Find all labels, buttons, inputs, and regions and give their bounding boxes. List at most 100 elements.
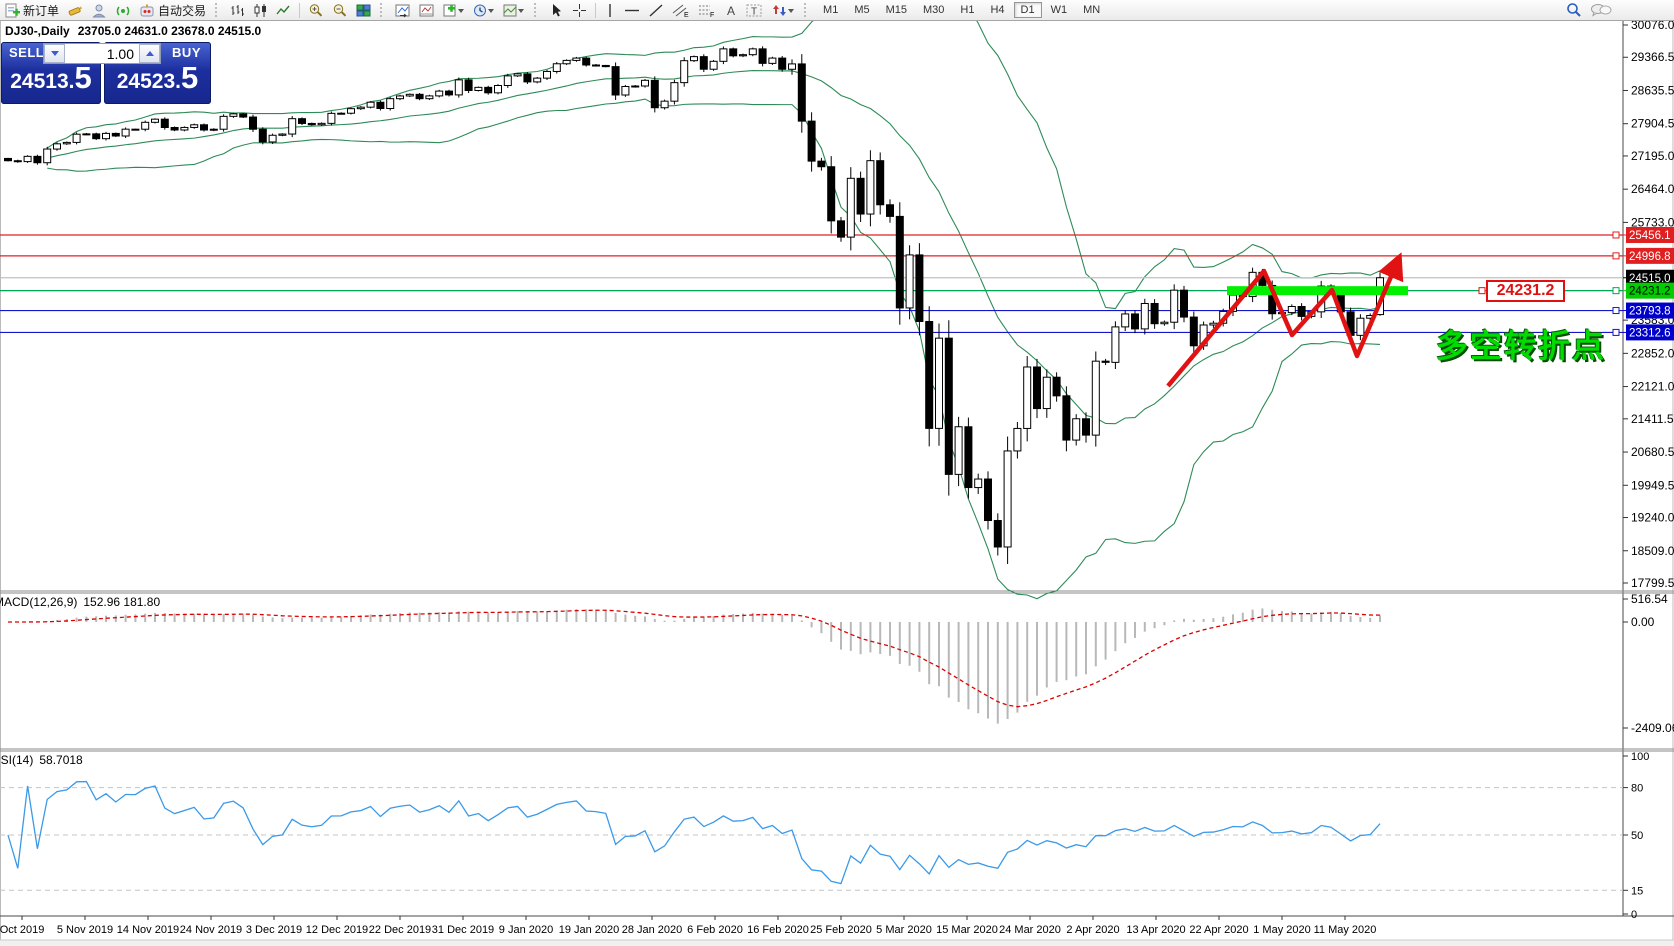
timeframe-d1-button[interactable]: D1 <box>1013 2 1042 18</box>
volume-input[interactable]: 1.00 <box>106 46 134 62</box>
toolbar-separator <box>299 2 301 18</box>
vertical-line-button[interactable] <box>600 0 620 21</box>
macd-axis[interactable]: 516.54 0.00 -2409.06 <box>1623 592 1674 735</box>
text-label-button[interactable]: T <box>742 0 767 21</box>
svg-text:3 Dec 2019: 3 Dec 2019 <box>246 924 302 936</box>
timeframe-h4-button[interactable]: H4 <box>990 4 1005 16</box>
indicator-window-icon <box>395 4 410 17</box>
signal-button[interactable] <box>111 0 135 21</box>
highlight-support-bar[interactable] <box>1227 286 1408 296</box>
timeframe-m15-button[interactable]: M15 <box>885 4 907 16</box>
bar-chart-button[interactable] <box>226 0 249 21</box>
level-label-box[interactable]: 24231.2 <box>1486 280 1565 302</box>
volume-decrease-button[interactable] <box>44 44 65 63</box>
new-order-button[interactable]: 新订单 <box>0 0 63 21</box>
vertical-line-icon <box>609 3 611 17</box>
svg-text:23793.8: 23793.8 <box>1629 306 1671 318</box>
tile-windows-button[interactable] <box>352 0 375 21</box>
zoom-out-button[interactable] <box>328 0 352 21</box>
time-axis[interactable]: Oct 2019 5 Nov 2019 14 Nov 2019 24 Nov 2019… <box>0 916 1376 936</box>
triangle-down-icon <box>50 51 59 56</box>
equidistant-channel-icon: E <box>672 4 689 18</box>
timeframe-m1-button[interactable]: M1 <box>823 4 839 16</box>
buy-label: BUY <box>172 45 201 60</box>
add-indicator-icon <box>443 4 465 16</box>
svg-text:22 Dec 2019: 22 Dec 2019 <box>369 924 431 936</box>
new-order-icon <box>5 3 20 17</box>
svg-text:17799.5: 17799.5 <box>1631 576 1674 590</box>
svg-text:27904.5: 27904.5 <box>1631 117 1674 131</box>
crosshair-icon <box>573 3 587 17</box>
svg-text:80: 80 <box>1631 783 1643 795</box>
timeframe-mn-button[interactable]: MN <box>1083 4 1101 16</box>
svg-text:516.54: 516.54 <box>1631 592 1668 606</box>
price-axis[interactable]: 30076.0 29366.5 28635.5 27904.5 27195.0 26464… <box>1623 20 1674 590</box>
sell-label: SELL <box>9 45 45 60</box>
horizontal-line-button[interactable] <box>620 0 644 21</box>
svg-text:-2409.06: -2409.06 <box>1631 721 1674 735</box>
period-dropdown[interactable] <box>469 0 499 21</box>
chat-bubbles-icon <box>1591 4 1612 17</box>
arrows-icon <box>773 4 795 16</box>
fibonacci-button[interactable]: F <box>694 0 720 21</box>
svg-text:Oct 2019: Oct 2019 <box>0 924 44 936</box>
candlestick-button[interactable] <box>249 0 272 21</box>
indicator-list-button[interactable] <box>415 0 439 21</box>
svg-text:29366.5: 29366.5 <box>1631 50 1674 64</box>
search-button[interactable] <box>1562 0 1586 21</box>
community-chat-button[interactable] <box>1586 0 1616 21</box>
timeframe-w1-button[interactable]: W1 <box>1050 4 1068 16</box>
line-chart-button[interactable] <box>272 0 295 21</box>
rsi-value: 58.7018 <box>39 753 83 767</box>
text-label-icon: T <box>746 4 762 17</box>
rsi-line <box>7 780 1381 885</box>
chart-area[interactable]: 30076.0 29366.5 28635.5 27904.5 27195.0 26464… <box>0 20 1674 946</box>
svg-text:27195.0: 27195.0 <box>1631 149 1674 163</box>
timeframe-m5-button[interactable]: M5 <box>854 4 870 16</box>
crayon-button[interactable] <box>63 0 87 21</box>
timeframe-h1-button[interactable]: H1 <box>960 4 975 16</box>
svg-text:100: 100 <box>1631 751 1649 763</box>
svg-text:25733.0: 25733.0 <box>1631 215 1674 229</box>
buy-price: 24523.5 <box>116 60 199 95</box>
svg-text:9 Jan 2020: 9 Jan 2020 <box>499 924 553 936</box>
text-button[interactable]: A <box>720 0 742 21</box>
volume-increase-button[interactable] <box>139 44 160 63</box>
svg-text:24231.2: 24231.2 <box>1629 286 1671 298</box>
indicator-window-button[interactable] <box>391 0 415 21</box>
zoom-in-button[interactable] <box>304 0 328 21</box>
rsi-axis[interactable]: 100 80 50 15 0 <box>1623 751 1649 921</box>
sell-price: 24513.5 <box>10 60 92 95</box>
svg-text:6 Feb 2020: 6 Feb 2020 <box>687 924 743 936</box>
arrows-dropdown[interactable] <box>767 0 799 21</box>
equidistant-channel-button[interactable]: E <box>668 0 694 21</box>
svg-text:19240.0: 19240.0 <box>1631 511 1674 525</box>
add-indicator-dropdown[interactable] <box>439 0 469 21</box>
svg-text:25456.1: 25456.1 <box>1629 230 1671 242</box>
crosshair-button[interactable] <box>568 0 591 21</box>
cursor-button[interactable] <box>545 0 568 21</box>
svg-text:18509.0: 18509.0 <box>1631 544 1674 558</box>
svg-text:19949.5: 19949.5 <box>1631 478 1674 492</box>
trendline-button[interactable] <box>644 0 668 21</box>
zigzag-annotation[interactable] <box>1166 252 1404 388</box>
line-chart-icon <box>276 5 290 14</box>
signal-icon <box>116 6 130 15</box>
svg-text:24 Nov 2019: 24 Nov 2019 <box>180 924 242 936</box>
timeframe-m30-button[interactable]: M30 <box>923 4 945 16</box>
profile-button[interactable] <box>87 0 111 21</box>
new-order-label: 新订单 <box>23 3 60 18</box>
cursor-icon <box>553 3 562 16</box>
svg-text:30076.0: 30076.0 <box>1631 20 1674 32</box>
svg-text:12 Dec 2019: 12 Dec 2019 <box>306 924 368 936</box>
svg-text:5 Nov 2019: 5 Nov 2019 <box>57 924 113 936</box>
svg-text:31 Dec 2019: 31 Dec 2019 <box>432 924 494 936</box>
autotrading-button[interactable]: 自动交易 <box>135 0 210 21</box>
triangle-up-icon <box>145 51 154 56</box>
macd-signal-line <box>7 609 1381 708</box>
svg-text:28635.5: 28635.5 <box>1631 83 1674 97</box>
template-dropdown[interactable] <box>499 0 529 21</box>
crayon-icon <box>68 5 83 16</box>
toolbar-grip <box>380 3 388 17</box>
svg-text:2 Apr 2020: 2 Apr 2020 <box>1066 924 1119 936</box>
